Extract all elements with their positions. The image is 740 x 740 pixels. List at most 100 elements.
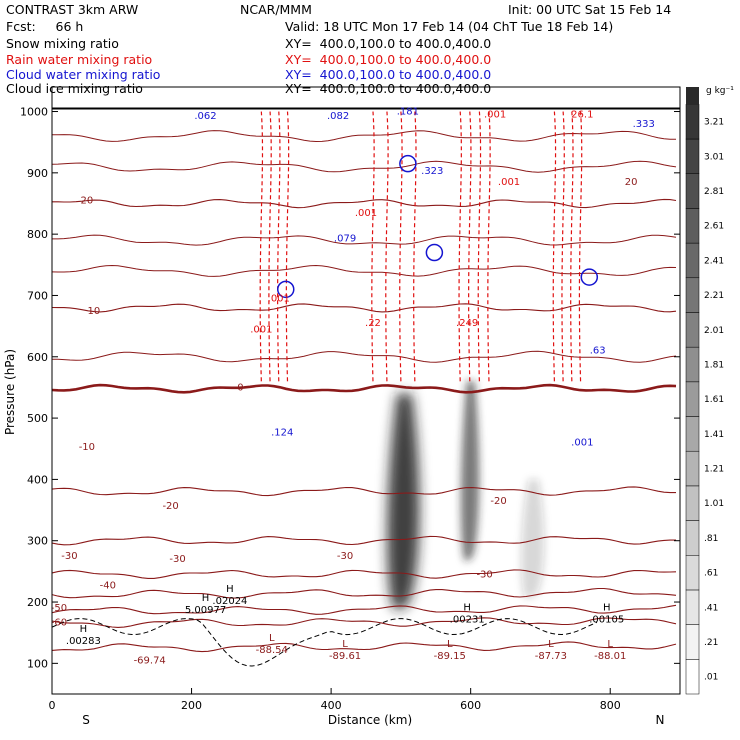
temperature-contour-extra-4 bbox=[52, 130, 677, 143]
colorbar-swatch bbox=[685, 346, 700, 383]
snow-plume-1 bbox=[460, 381, 480, 562]
extremum-value: .00105 bbox=[589, 614, 624, 625]
temperature-contour-20 bbox=[52, 198, 677, 209]
temperature-label: -30 bbox=[476, 570, 492, 581]
extremum-kind: H bbox=[463, 602, 471, 613]
colorbar-unit: g kg⁻¹ bbox=[706, 86, 734, 96]
colorbar-swatch bbox=[685, 208, 700, 244]
extremum-kind: H bbox=[226, 584, 234, 595]
x-axis-right-end-label: N bbox=[656, 713, 665, 727]
temperature-label: -30 bbox=[61, 551, 77, 562]
field-cloud-ice-xy: XY= 400.0,100.0 to 400.0,400.0 bbox=[285, 81, 492, 96]
cloud-ice-contour bbox=[52, 618, 598, 667]
rain-contour-2-2 bbox=[477, 111, 482, 382]
rain-label: .001 bbox=[268, 294, 290, 305]
colorbar-swatch bbox=[685, 173, 700, 209]
rain-contour-3-3 bbox=[578, 111, 583, 382]
colorbar-label: 1.61 bbox=[704, 395, 724, 405]
temperature-label: -50 bbox=[51, 603, 67, 614]
y-tick-label: 600 bbox=[27, 351, 48, 364]
rain-contour-0-1 bbox=[268, 111, 272, 382]
extremum-kind: H bbox=[202, 593, 210, 604]
rain-contour-0-2 bbox=[277, 111, 281, 382]
extremum-value: .00231 bbox=[450, 614, 485, 625]
temperature-contour--40 bbox=[52, 587, 677, 599]
rain-label: .001 bbox=[498, 177, 520, 188]
temperature-contour-0 bbox=[52, 383, 677, 394]
extremum-kind: H bbox=[80, 624, 88, 635]
temperature-label: -30 bbox=[337, 551, 353, 562]
rain-contour-1-1 bbox=[385, 111, 389, 382]
y-tick-label: 300 bbox=[27, 535, 48, 548]
rain-contour-2-0 bbox=[458, 111, 462, 382]
rain-contour-1-2 bbox=[399, 111, 403, 382]
colorbar-label: 1.81 bbox=[704, 360, 724, 370]
colorbar-label: 1.41 bbox=[704, 430, 724, 440]
colorbar-swatch bbox=[685, 104, 700, 140]
y-tick-label: 400 bbox=[27, 473, 48, 486]
cloud-water-label: .082 bbox=[327, 111, 349, 122]
rain-contour-3-2 bbox=[570, 111, 574, 382]
colorbar-swatch bbox=[685, 659, 700, 695]
colorbar-label: .41 bbox=[704, 603, 718, 613]
colorbar-swatch bbox=[685, 381, 700, 417]
temperature-contour-extra-1 bbox=[52, 264, 677, 277]
organization-label: NCAR/MMM bbox=[240, 2, 312, 17]
y-tick-label: 100 bbox=[27, 657, 48, 670]
extremum-kind: L bbox=[447, 639, 453, 650]
cloud-water-label: .181 bbox=[397, 107, 419, 118]
cloud-water-label: .124 bbox=[271, 427, 293, 438]
x-tick-label: 200 bbox=[181, 699, 202, 712]
cloud-water-label: .323 bbox=[421, 166, 443, 177]
cloud-water-contour-0 bbox=[277, 280, 295, 299]
init-time: Init: 00 UTC Sat 15 Feb 14 bbox=[508, 2, 672, 17]
rain-label: .249 bbox=[456, 318, 478, 329]
extremum-value: 5.00977 bbox=[185, 605, 226, 616]
y-tick-label: 900 bbox=[27, 167, 48, 180]
rain-label: .22 bbox=[365, 318, 381, 329]
y-tick-label: 800 bbox=[27, 228, 48, 241]
extremum-value: .02024 bbox=[212, 596, 247, 607]
x-tick-label: 0 bbox=[49, 699, 56, 712]
colorbar-swatch bbox=[685, 485, 700, 521]
colorbar-label: 2.61 bbox=[704, 222, 724, 232]
snow-plume-0 bbox=[387, 393, 420, 611]
temperature-label: -30 bbox=[169, 554, 185, 565]
temperature-label: -10 bbox=[79, 442, 95, 453]
cloud-water-contour-2 bbox=[580, 268, 599, 286]
colorbar-swatch bbox=[685, 242, 700, 279]
extremum-value: -88.54 bbox=[256, 645, 288, 656]
cloud-water-label: .63 bbox=[590, 346, 606, 357]
colorbar-swatch bbox=[685, 589, 700, 625]
temperature-label: -60 bbox=[51, 617, 67, 628]
extremum-kind: L bbox=[548, 639, 554, 650]
y-axis-title: Pressure (hPa) bbox=[3, 349, 17, 435]
field-snow-xy: XY= 400.0,100.0 to 400.0,400.0 bbox=[285, 36, 492, 51]
extremum-kind: L bbox=[269, 633, 275, 644]
x-axis-title: Distance (km) bbox=[328, 713, 412, 727]
y-tick-label: 1000 bbox=[20, 106, 48, 119]
colorbar-label: 1.01 bbox=[704, 499, 724, 509]
colorbar-label: .81 bbox=[704, 534, 718, 544]
extremum-value: .00283 bbox=[66, 636, 101, 647]
rain-contour-0-3 bbox=[285, 111, 290, 382]
temperature-contour--70 bbox=[52, 641, 677, 653]
colorbar-label: .61 bbox=[704, 569, 718, 579]
colorbar-label: 2.81 bbox=[704, 187, 724, 197]
colorbar-label: 1.21 bbox=[704, 465, 724, 475]
colorbar-swatch bbox=[685, 312, 700, 348]
cloud-water-label: .001 bbox=[571, 438, 593, 449]
temperature-label: -20 bbox=[162, 501, 178, 512]
colorbar-swatch bbox=[685, 520, 700, 556]
cloud-water-contour-3 bbox=[399, 154, 417, 173]
rain-contour-3-0 bbox=[552, 111, 557, 382]
field-rain-xy: XY= 400.0,100.0 to 400.0,400.0 bbox=[285, 52, 492, 67]
colorbar-label: .21 bbox=[704, 638, 718, 648]
temperature-contour--60 bbox=[52, 617, 677, 628]
temperature-contour-extra-0 bbox=[52, 350, 677, 363]
colorbar-label: .01 bbox=[704, 673, 718, 683]
temperature-label: -69.74 bbox=[134, 655, 166, 666]
cloud-water-contour-1 bbox=[425, 243, 444, 262]
rain-label: 26.1 bbox=[571, 110, 593, 121]
y-tick-label: 500 bbox=[27, 412, 48, 425]
